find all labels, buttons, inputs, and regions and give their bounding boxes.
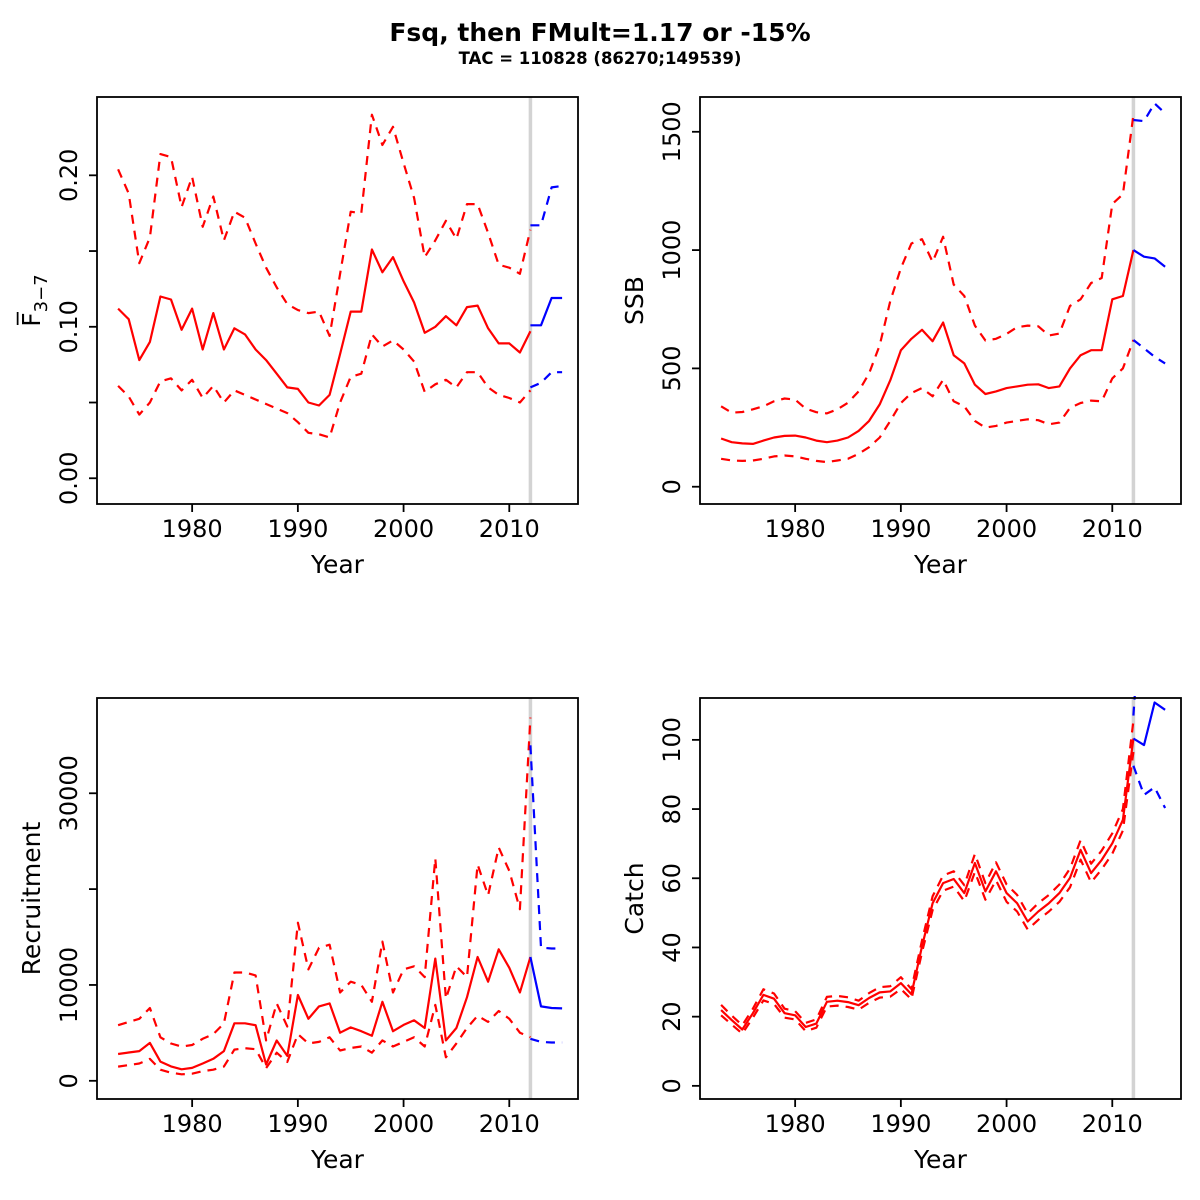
series-group [720, 696, 1167, 1035]
plot-box [96, 96, 579, 505]
panel-recruitment: 1980 1990 2000 2010 0 10000 30000 Year Recruitme… [17, 697, 579, 1174]
y-tick-label: 100 [658, 717, 686, 763]
projection-lower-line [529, 371, 563, 389]
historical-upper-line [720, 114, 1135, 415]
x-tick-label: 2010 [1082, 515, 1143, 543]
x-tick-label: 2000 [976, 515, 1037, 543]
x-tick-label: 1980 [765, 515, 826, 543]
y-tick-label: 1000 [658, 220, 686, 281]
x-tick-label: 1980 [765, 1110, 826, 1138]
x-axis-title: Year [913, 550, 968, 579]
y-tick-label: 1500 [658, 101, 686, 162]
panel-fbar: 1980 1990 2000 2010 0.00 0.10 0.20 Year F̅3−7 [16, 96, 579, 579]
projection-upper-line [1133, 102, 1166, 123]
y-tick-label: 0 [658, 479, 686, 494]
panel-ssb: 1980 1990 2000 2010 0 500 1000 1500 Year SSB [620, 96, 1182, 579]
projection-upper-line [530, 184, 563, 227]
y-tick-label: 0.20 [55, 149, 83, 202]
x-tick-label: 2000 [976, 1110, 1037, 1138]
projection-median-line [530, 296, 563, 327]
x-tick-label: 2010 [479, 1110, 540, 1138]
historical-lower-line [117, 1003, 531, 1076]
historical-lower-line [720, 339, 1135, 464]
y-tick-label: 60 [658, 863, 686, 894]
y-tick-label: 500 [658, 346, 686, 392]
projection-median-line [1132, 249, 1166, 268]
projection-median-line [529, 956, 563, 1010]
historical-upper-line [720, 720, 1135, 1027]
projection-upper-line [529, 745, 563, 950]
projection-lower-line [530, 1037, 563, 1044]
historical-median-line [117, 248, 532, 407]
historical-median-line [117, 948, 532, 1071]
x-tick-label: 1990 [870, 515, 931, 543]
y-tick-label: 0 [55, 1073, 83, 1088]
x-tick-label: 2010 [479, 515, 540, 543]
projection-lower-line [1132, 339, 1166, 365]
x-tick-label: 1980 [162, 1110, 223, 1138]
projection-upper-line [1132, 696, 1136, 716]
x-tick-label: 1990 [267, 515, 328, 543]
y-axis-title: F̅3−7 [16, 274, 52, 326]
x-tick-label: 1980 [162, 515, 223, 543]
x-tick-label: 2010 [1082, 1110, 1143, 1138]
y-tick-label: 20 [658, 1001, 686, 1032]
y-axis-title: Recruitment [17, 821, 46, 975]
series-group [117, 717, 563, 1076]
y-tick-label: 30000 [55, 755, 83, 831]
historical-upper-line [117, 113, 532, 337]
figure-title: Fsq, then FMult=1.17 or -15% [389, 18, 811, 47]
y-tick-label: 80 [658, 794, 686, 825]
x-axis-title: Year [310, 1145, 365, 1174]
historical-median-line [720, 249, 1135, 445]
series-group [720, 102, 1166, 464]
figure-subtitle: TAC = 110828 (86270;149539) [458, 49, 742, 68]
x-tick-label: 2000 [373, 515, 434, 543]
x-tick-label: 2000 [373, 1110, 434, 1138]
x-tick-label: 1990 [870, 1110, 931, 1138]
y-axis-title: Catch [620, 862, 649, 934]
y-tick-label: 0.10 [55, 300, 83, 353]
projection-median-line [1132, 701, 1166, 747]
series-group [117, 113, 563, 439]
y-tick-label: 40 [658, 932, 686, 963]
x-axis-title: Year [913, 1145, 968, 1174]
x-tick-label: 1990 [267, 1110, 328, 1138]
plot-box [699, 96, 1182, 505]
historical-lower-line [720, 751, 1135, 1035]
historical-upper-line [117, 717, 532, 1048]
historical-lower-line [117, 333, 532, 439]
projection-lower-line [1132, 765, 1167, 809]
historical-median-line [720, 738, 1135, 1031]
y-axis-title: SSB [620, 276, 649, 325]
y-tick-label: 0.00 [55, 452, 83, 505]
y-tick-label: 10000 [55, 947, 83, 1023]
x-axis-title: Year [310, 550, 365, 579]
plot-box [699, 697, 1182, 1100]
plot-box [96, 697, 579, 1100]
panel-catch: 1980 1990 2000 2010 0 20 40 60 80 100 Year Catch [620, 696, 1182, 1174]
y-tick-label: 0 [658, 1078, 686, 1093]
